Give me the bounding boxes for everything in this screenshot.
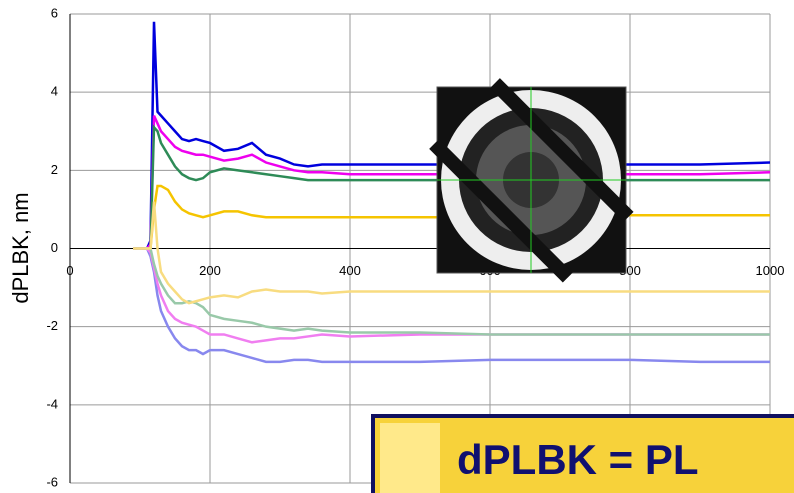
y-tick-label: 2 [51, 162, 58, 177]
annotation-box: dPLBK = PL [373, 416, 794, 493]
y-tick-label: 6 [51, 5, 58, 20]
y-tick-label: -2 [46, 318, 58, 333]
x-tick-label: 200 [199, 263, 221, 278]
y-tick-label: 4 [51, 84, 58, 99]
y-axis-label: dPLBK, nm [8, 192, 33, 303]
y-tick-label: -6 [46, 474, 58, 489]
inset-image [429, 78, 633, 282]
y-tick-label: 0 [51, 240, 58, 255]
x-tick-label: 400 [339, 263, 361, 278]
y-tick-label: -4 [46, 396, 58, 411]
x-tick-label: 1000 [756, 263, 785, 278]
chart: dPLBK, nm -6-4-2024602004006008001000 dP… [0, 0, 794, 493]
annotation: dPLBK = PL [457, 436, 699, 483]
